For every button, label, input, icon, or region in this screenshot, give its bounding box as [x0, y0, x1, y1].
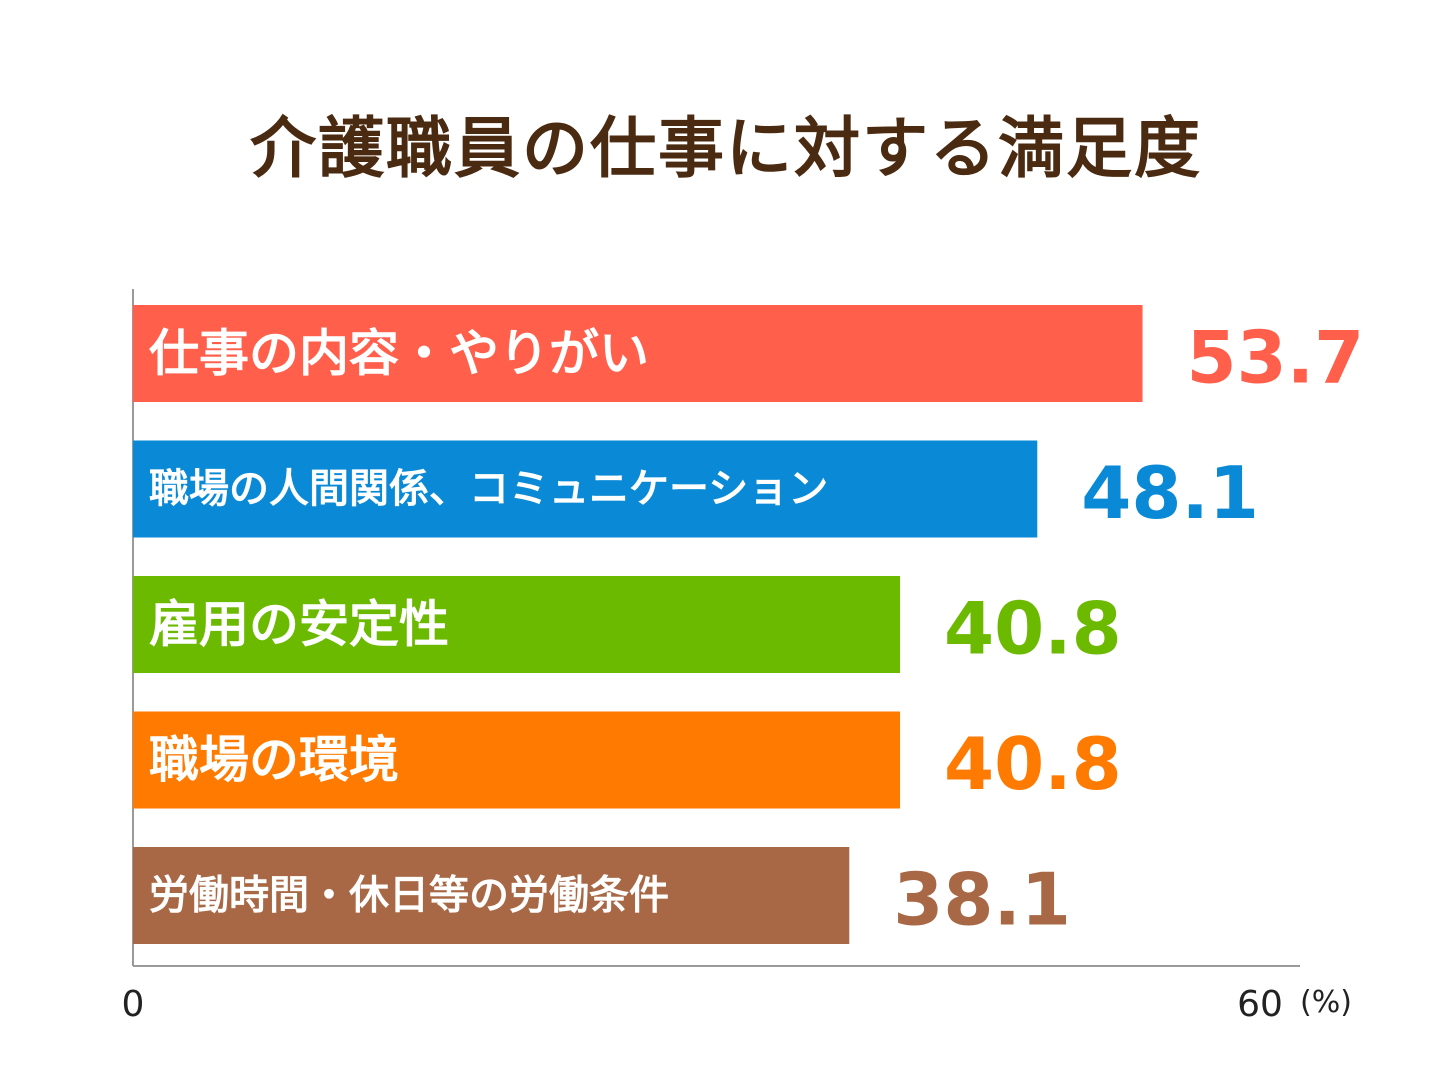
x-axis-unit: (%) — [1300, 985, 1352, 1020]
bar-category-label-1: 仕事の内容・やりがい — [149, 325, 649, 383]
bar-value-label-2: 48.1 — [1081, 451, 1259, 535]
bars-group: 仕事の内容・やりがい 53.7 職場の人間関係、コミュニケーション 48.1 雇用の安定… — [133, 305, 1364, 944]
bar-value-label-3: 40.8 — [944, 587, 1122, 671]
bar-category-label-3: 雇用の安定性 — [149, 596, 449, 654]
bar-category-label-2: 職場の人間関係、コミュニケーション — [149, 466, 828, 512]
bar-category-label-4: 職場の環境 — [149, 731, 399, 789]
bar-value-label-4: 40.8 — [944, 722, 1122, 806]
bar-value-label-5: 38.1 — [893, 858, 1071, 942]
bar-value-label-1: 53.7 — [1187, 316, 1365, 400]
bar-3 — [133, 576, 901, 673]
bar-2 — [133, 440, 1038, 538]
bar-5 — [133, 847, 850, 944]
bar-category-label-5: 労働時間・休日等の労働条件 — [149, 873, 669, 919]
bar-1 — [133, 305, 1143, 402]
chart-title: 介護職員の仕事に対する満足度 — [250, 110, 1202, 187]
bar-4 — [133, 711, 901, 809]
x-tick-label-max: 60 — [1237, 984, 1283, 1025]
x-tick-label-min: 0 — [122, 984, 145, 1025]
